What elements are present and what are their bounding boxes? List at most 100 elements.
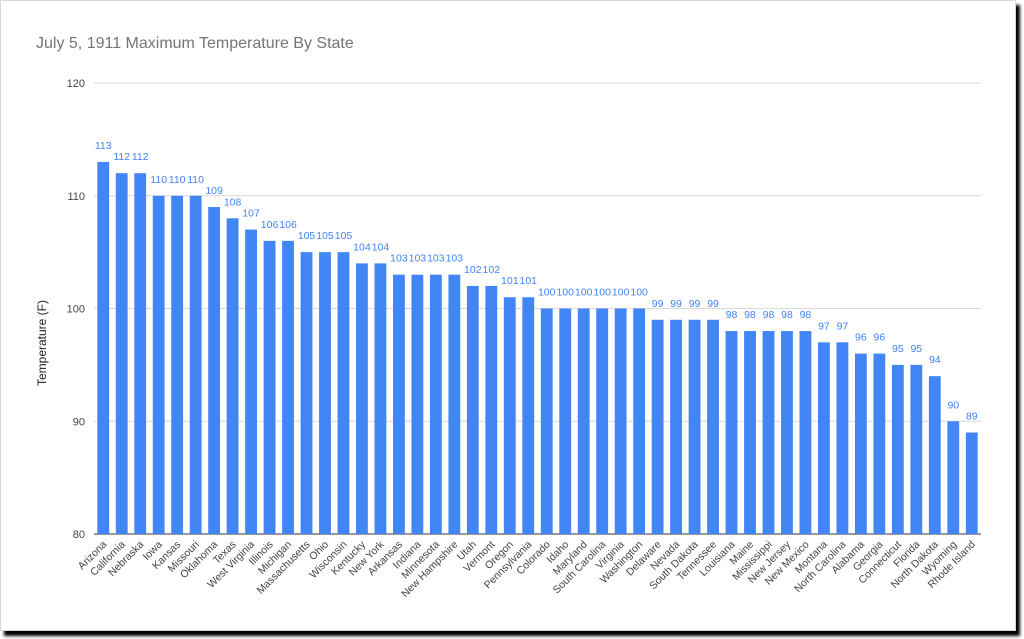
bar xyxy=(319,252,331,534)
data-label: 104 xyxy=(372,241,390,253)
data-label: 103 xyxy=(446,253,464,265)
data-label: 110 xyxy=(150,174,167,186)
y-axis-ticks: 80 90 100 110 120 xyxy=(67,78,85,541)
bar xyxy=(466,285,479,534)
data-label: 100 xyxy=(556,287,574,299)
data-label: 94 xyxy=(929,354,941,366)
data-label: 90 xyxy=(947,399,959,411)
data-label: 113 xyxy=(95,140,112,152)
chart-container: July 5, 1911 Maximum Temperature By Stat… xyxy=(0,0,1016,631)
data-label: 98 xyxy=(800,309,812,321)
data-label: 100 xyxy=(630,287,648,299)
data-label: 97 xyxy=(818,320,830,332)
bar xyxy=(614,308,627,534)
bar xyxy=(540,308,553,534)
bar xyxy=(374,263,387,534)
bar xyxy=(596,308,609,534)
bar xyxy=(226,218,239,535)
data-label: 108 xyxy=(224,196,242,208)
bar xyxy=(392,274,405,534)
bar xyxy=(707,319,719,534)
bar xyxy=(670,319,683,534)
data-label: 103 xyxy=(390,253,408,265)
bar xyxy=(503,297,516,534)
bar xyxy=(891,364,904,534)
data-label: 101 xyxy=(501,275,519,287)
bar xyxy=(189,195,202,534)
gridlines xyxy=(94,82,981,535)
bar xyxy=(282,240,294,534)
data-label: 100 xyxy=(538,287,556,299)
bar xyxy=(744,331,756,534)
bar xyxy=(115,173,128,534)
data-label: 99 xyxy=(652,298,664,310)
data-label: 95 xyxy=(910,343,922,355)
data-label: 95 xyxy=(892,343,904,355)
data-label: 100 xyxy=(593,287,611,299)
bar xyxy=(522,297,535,534)
data-label: 100 xyxy=(575,287,593,299)
y-tick-label: 110 xyxy=(67,191,85,203)
bar xyxy=(688,319,701,534)
bar xyxy=(97,161,110,535)
chart-title: July 5, 1911 Maximum Temperature By Stat… xyxy=(36,35,354,52)
data-label: 105 xyxy=(316,230,334,242)
bar xyxy=(559,308,572,534)
data-label: 103 xyxy=(427,253,445,265)
data-label: 106 xyxy=(261,219,279,231)
data-label: 97 xyxy=(837,320,849,332)
data-label: 102 xyxy=(464,264,482,276)
bar xyxy=(429,274,442,534)
data-label: 96 xyxy=(874,332,886,344)
bar xyxy=(208,207,221,534)
bar xyxy=(134,173,147,534)
data-label: 96 xyxy=(855,332,867,344)
x-axis-categories: ArizonaCaliforniaNebraskaIowaKansasMisso… xyxy=(76,538,978,600)
data-label: 110 xyxy=(169,174,186,186)
y-axis-title: Temperature (F) xyxy=(35,300,49,386)
bar xyxy=(781,331,793,534)
bar xyxy=(836,342,849,534)
bar xyxy=(356,263,368,534)
bar xyxy=(577,308,590,534)
bar xyxy=(854,353,867,534)
y-tick-label: 120 xyxy=(67,78,85,90)
y-tick-label: 100 xyxy=(67,304,85,316)
bar xyxy=(965,432,978,534)
bar xyxy=(411,274,424,534)
data-label: 101 xyxy=(519,275,537,287)
bar xyxy=(171,195,184,534)
data-label: 99 xyxy=(689,298,701,310)
y-tick-label: 90 xyxy=(73,416,85,428)
bar xyxy=(152,195,165,534)
bar xyxy=(762,331,775,534)
bar xyxy=(910,364,923,534)
data-label: 103 xyxy=(409,253,427,265)
data-label: 107 xyxy=(242,208,260,220)
data-label: 110 xyxy=(187,174,204,186)
bar xyxy=(928,376,941,534)
data-label: 89 xyxy=(966,411,978,423)
data-label: 99 xyxy=(670,298,682,310)
bar xyxy=(300,252,313,534)
data-label: 98 xyxy=(744,309,756,321)
data-label: 106 xyxy=(279,219,297,231)
data-label: 100 xyxy=(612,287,630,299)
bar xyxy=(947,421,960,534)
data-label: 104 xyxy=(353,241,371,253)
data-label: 99 xyxy=(707,298,719,310)
bar xyxy=(873,353,886,534)
bar xyxy=(337,252,350,534)
bar xyxy=(725,331,738,534)
bar xyxy=(263,240,276,534)
data-label: 102 xyxy=(483,264,501,276)
data-label: 109 xyxy=(205,185,223,197)
y-tick-label: 80 xyxy=(73,529,85,541)
bar xyxy=(818,342,830,534)
data-label: 98 xyxy=(763,309,775,321)
data-label: 98 xyxy=(726,309,738,321)
bar xyxy=(245,229,257,534)
data-label: 105 xyxy=(298,230,316,242)
data-label: 105 xyxy=(335,230,353,242)
